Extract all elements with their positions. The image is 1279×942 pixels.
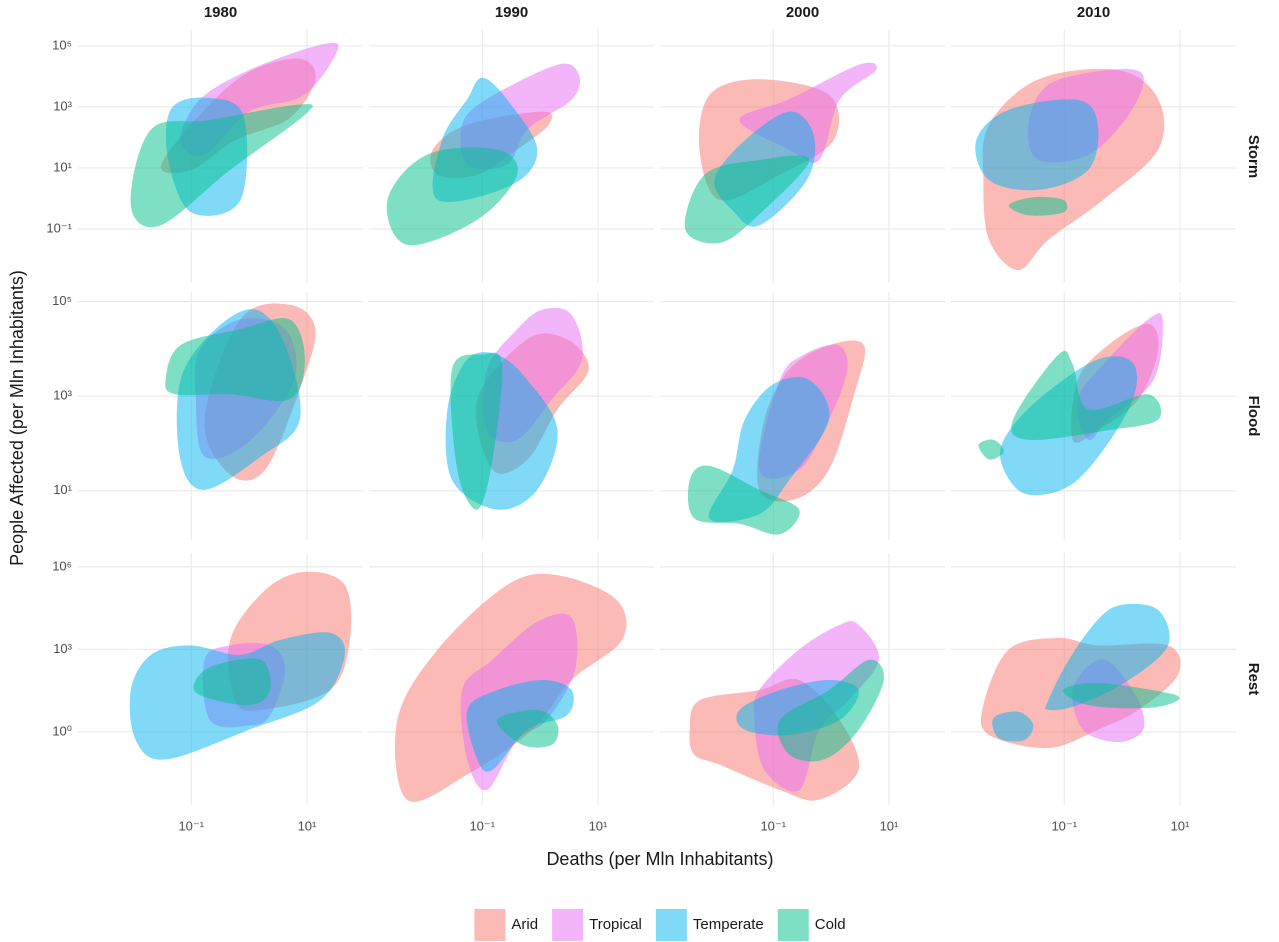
legend-swatch	[552, 909, 584, 941]
x-tick-label: 10⁻¹	[760, 818, 786, 833]
legend: Arid Tropical Temperate Cold	[474, 909, 846, 941]
density-region	[193, 658, 271, 706]
y-tick-label: 10¹	[53, 482, 72, 497]
panel	[980, 603, 1181, 749]
y-tick-label: 10⁶	[52, 558, 72, 573]
y-tick-label: 10³	[53, 98, 72, 113]
x-tick-label: 10¹	[880, 818, 899, 833]
density-region	[992, 711, 1034, 742]
density-region	[975, 99, 1099, 191]
panel	[394, 573, 627, 802]
x-axis-title: Deaths (per Mln Inhabitants)	[546, 849, 773, 869]
density-region	[687, 465, 800, 535]
density-region	[1063, 682, 1180, 709]
density-region	[130, 104, 313, 228]
legend-label: Arid	[511, 916, 538, 933]
panel	[445, 307, 589, 510]
x-tick-label: 10⁻¹	[469, 818, 495, 833]
density-region	[496, 709, 559, 748]
panel	[684, 62, 877, 244]
legend-swatch	[777, 909, 809, 941]
density-region	[978, 439, 1004, 460]
row-strip-label: Rest	[1245, 663, 1262, 696]
legend-label: Cold	[815, 916, 846, 933]
x-tick-label: 10¹	[298, 818, 317, 833]
panel	[130, 42, 339, 228]
panel	[386, 63, 581, 246]
column-strip-label: 2010	[1077, 4, 1110, 21]
legend-label: Tropical	[589, 916, 642, 933]
x-tick-label: 10¹	[589, 818, 608, 833]
x-tick-label: 10¹	[1171, 818, 1190, 833]
density-region	[684, 155, 810, 244]
y-tick-label: 10⁰	[52, 723, 72, 738]
legend-label: Temperate	[693, 916, 764, 933]
x-tick-label: 10⁻¹	[1051, 818, 1077, 833]
row-strip-label: Storm	[1245, 135, 1262, 178]
density-region	[386, 147, 518, 246]
column-strip-label: 1990	[495, 4, 528, 21]
panel	[129, 571, 352, 760]
y-tick-label: 10³	[53, 388, 72, 403]
x-tick-label: 10⁻¹	[178, 818, 204, 833]
density-region	[1045, 603, 1170, 711]
row-strip-label: Flood	[1245, 396, 1262, 437]
density-region	[165, 318, 305, 402]
y-tick-label: 10¹	[53, 159, 72, 174]
panel	[975, 68, 1165, 271]
column-strip-label: 1980	[204, 4, 237, 21]
density-region	[1008, 196, 1068, 216]
panel	[165, 303, 316, 490]
column-strip-label: 2000	[786, 4, 819, 21]
panel	[687, 340, 866, 535]
density-region	[777, 659, 884, 762]
panel	[689, 621, 884, 801]
panel	[978, 313, 1163, 496]
density-region	[450, 352, 503, 510]
y-tick-label: 10³	[53, 641, 72, 656]
y-tick-label: 10⁵	[52, 293, 72, 308]
y-tick-label: 10⁻¹	[46, 220, 72, 235]
y-tick-label: 10⁵	[52, 37, 72, 52]
legend-swatch	[474, 909, 506, 941]
y-axis-title: People Affected (per Mln Inhabitants)	[7, 270, 27, 566]
density-region	[1011, 350, 1162, 441]
legend-swatch	[655, 909, 687, 941]
